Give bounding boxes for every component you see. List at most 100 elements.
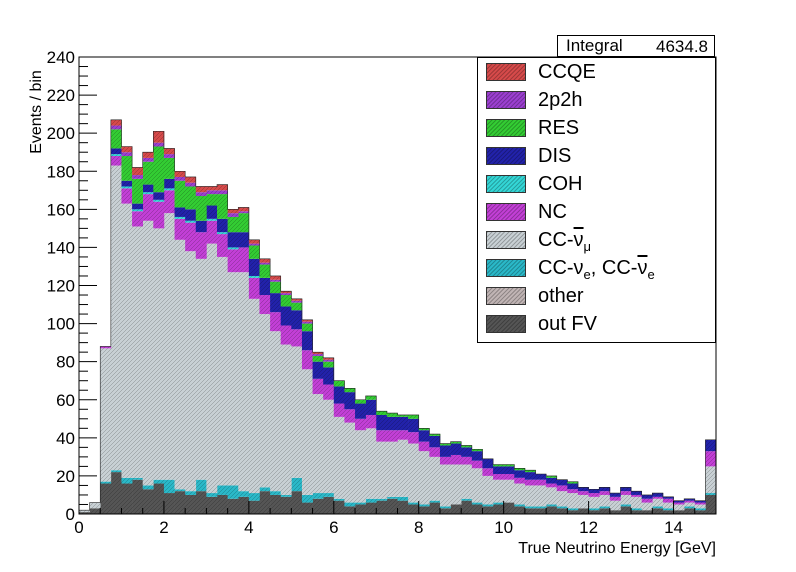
bar-hatch [185,182,197,187]
bar-hatch [142,489,154,514]
bar-hatch [227,247,239,250]
stats-box: Integral 4634.8 [557,35,715,57]
bar-hatch [121,146,133,153]
bar-hatch [142,192,154,195]
bar-hatch [110,119,122,126]
bar-hatch [471,451,483,461]
bar-hatch [227,498,239,514]
bar-hatch [673,510,685,514]
legend-label-other: other [538,285,584,307]
bar-hatch [439,506,451,509]
bar-hatch [121,156,133,181]
bar-hatch [110,156,122,166]
bar-hatch [132,203,143,210]
bar-hatch [514,477,526,484]
bar-hatch [163,213,175,480]
bar-hatch [185,186,197,210]
bar-hatch [206,190,218,195]
bar-hatch [609,510,621,514]
x-tick-label: 2 [159,518,168,537]
bar-hatch [110,148,122,155]
stats-integral-label: Integral [566,36,623,55]
bar-hatch [301,494,313,503]
bar-hatch [503,466,515,475]
bar-hatch [546,506,558,514]
bar-hatch [301,331,313,351]
bar-hatch [376,411,388,415]
bar-hatch [418,428,430,431]
bar-hatch [185,220,197,223]
bar-hatch [461,456,473,465]
bar-hatch [662,498,674,503]
bar-hatch [503,474,515,480]
bar-hatch [365,414,377,429]
bar-hatch [355,502,366,505]
x-tick-label: 8 [414,518,423,537]
bar-hatch [270,312,282,332]
bar-hatch [153,201,165,229]
bar-hatch [365,498,377,503]
bar-hatch [631,508,642,511]
bar-hatch [386,496,398,499]
bar-hatch [291,329,303,347]
legend-label-2p2h: 2p2h [538,89,583,111]
bar-hatch [132,479,143,514]
bar-hatch [270,494,282,514]
bar-hatch [535,506,547,509]
bar-hatch [620,494,632,505]
bar-hatch [238,213,250,233]
bar-hatch [652,506,664,509]
bar-hatch [514,468,526,471]
bar-hatch [195,192,207,197]
bar-hatch [620,487,632,492]
bar-hatch [662,508,674,511]
histogram-bars [79,119,717,514]
bar-hatch [163,178,175,189]
legend-entry-dis: DIS [478,142,715,170]
bar-hatch [588,493,600,497]
bar-hatch [259,258,271,263]
bar-hatch [631,491,642,495]
bar-hatch [376,430,388,442]
bar-hatch [461,498,473,501]
bar-hatch [514,504,526,507]
bar-hatch [482,468,494,476]
bar-hatch [153,142,165,147]
legend-entry-nc: NC [478,198,715,226]
bar-hatch [397,496,409,501]
bar-hatch [291,477,303,492]
bar-hatch [429,435,441,448]
bar-hatch [418,504,430,507]
y-tick-label: 40 [56,429,75,448]
bar-hatch [163,157,175,179]
bar-hatch [248,243,260,246]
bar-hatch [89,508,101,514]
bar-hatch [471,502,483,505]
bar-hatch [259,295,271,315]
bar-hatch [174,239,186,490]
bar-hatch [291,298,303,301]
histogram-outline [79,119,716,511]
bar-hatch [121,152,133,157]
bar-hatch [673,500,685,503]
bar-hatch [684,502,696,507]
bar-hatch [110,129,122,149]
bar-hatch [248,298,260,494]
bar-hatch [227,249,239,273]
bar-hatch [450,464,462,505]
bar-hatch [195,491,207,514]
bar-hatch [174,216,186,219]
bar-hatch [344,388,356,393]
bar-hatch [227,272,239,486]
bar-hatch [174,218,186,240]
bar-hatch [376,500,388,514]
bar-hatch [195,186,207,193]
legend-swatch-out-fv [486,315,526,333]
bar-hatch [524,508,536,514]
bar-hatch [301,350,313,370]
bar-hatch [142,220,154,486]
bar-hatch [291,302,303,311]
bar-hatch [620,506,632,514]
bar-hatch [79,510,90,513]
